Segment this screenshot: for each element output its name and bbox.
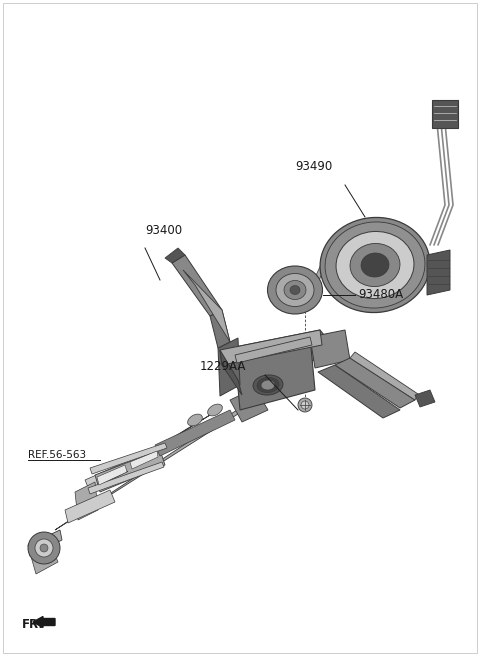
Text: 1229AA: 1229AA	[200, 361, 246, 373]
Ellipse shape	[188, 414, 203, 426]
Polygon shape	[432, 100, 458, 128]
Polygon shape	[172, 255, 222, 316]
Ellipse shape	[208, 404, 222, 416]
Polygon shape	[165, 248, 185, 263]
Polygon shape	[85, 460, 135, 492]
Ellipse shape	[336, 232, 414, 298]
Ellipse shape	[257, 377, 279, 392]
Text: REF.56-563: REF.56-563	[28, 450, 86, 460]
Text: 93480A: 93480A	[358, 289, 403, 302]
Polygon shape	[95, 450, 165, 492]
Polygon shape	[90, 443, 167, 474]
Polygon shape	[220, 330, 322, 365]
Ellipse shape	[320, 217, 430, 312]
Polygon shape	[97, 465, 127, 485]
Circle shape	[28, 532, 60, 564]
Polygon shape	[318, 365, 400, 418]
Polygon shape	[313, 260, 323, 298]
Circle shape	[35, 539, 53, 557]
Text: 93490: 93490	[295, 161, 332, 173]
Polygon shape	[218, 338, 240, 396]
Polygon shape	[30, 542, 58, 574]
Polygon shape	[310, 330, 350, 368]
Ellipse shape	[361, 253, 389, 277]
Polygon shape	[88, 462, 164, 494]
FancyArrow shape	[33, 617, 55, 628]
Circle shape	[298, 398, 312, 412]
Polygon shape	[155, 410, 235, 456]
Polygon shape	[210, 310, 230, 348]
Ellipse shape	[276, 274, 314, 306]
Polygon shape	[235, 337, 315, 410]
Polygon shape	[75, 482, 98, 520]
Polygon shape	[350, 352, 418, 400]
Text: 93400: 93400	[145, 224, 182, 237]
Text: FR.: FR.	[22, 619, 44, 632]
Circle shape	[301, 401, 309, 409]
Polygon shape	[28, 530, 62, 556]
Polygon shape	[335, 358, 415, 408]
Polygon shape	[130, 451, 158, 469]
Polygon shape	[230, 388, 268, 422]
Polygon shape	[65, 490, 115, 523]
Ellipse shape	[284, 281, 306, 300]
Ellipse shape	[350, 243, 400, 287]
Polygon shape	[55, 385, 275, 530]
Circle shape	[40, 544, 48, 552]
Polygon shape	[235, 337, 312, 363]
Ellipse shape	[253, 375, 283, 395]
Polygon shape	[183, 270, 230, 342]
Ellipse shape	[261, 380, 275, 390]
Ellipse shape	[325, 222, 425, 308]
Polygon shape	[427, 250, 450, 295]
Polygon shape	[415, 390, 435, 407]
Polygon shape	[90, 415, 210, 490]
Ellipse shape	[290, 285, 300, 295]
Ellipse shape	[267, 266, 323, 314]
Polygon shape	[220, 330, 340, 375]
Polygon shape	[220, 350, 242, 395]
